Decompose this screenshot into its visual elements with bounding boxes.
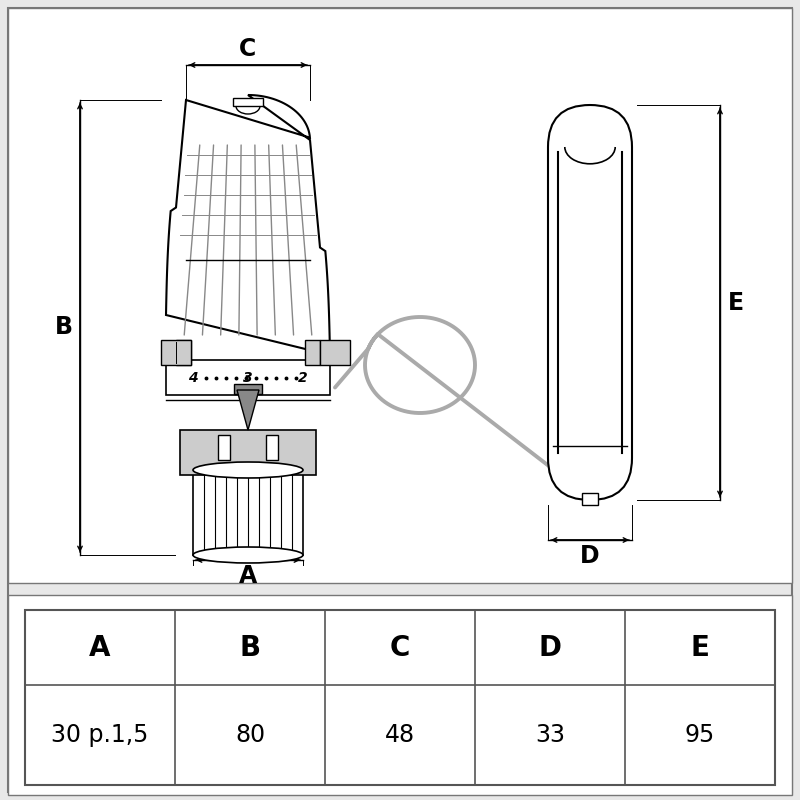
Bar [582, 493, 598, 505]
Text: C: C [390, 634, 410, 662]
Text: 80: 80 [235, 723, 265, 747]
Text: D: D [538, 634, 562, 662]
Text: 30 p.1,5: 30 p.1,5 [51, 723, 149, 747]
Polygon shape [237, 390, 259, 430]
Text: E: E [690, 634, 710, 662]
Text: 95: 95 [685, 723, 715, 747]
Text: D: D [580, 544, 600, 568]
Text: 2: 2 [298, 370, 308, 385]
Text: E: E [728, 290, 744, 314]
Bar [176, 340, 191, 365]
Bar [233, 98, 263, 106]
FancyBboxPatch shape [548, 105, 632, 500]
Text: B: B [239, 634, 261, 662]
Bar [180, 430, 316, 475]
Text: 48: 48 [385, 723, 415, 747]
Text: A: A [90, 634, 110, 662]
Text: B: B [55, 315, 73, 339]
Text: C: C [239, 37, 257, 61]
Text: A: A [239, 564, 257, 588]
Bar [193, 470, 303, 555]
Bar [218, 435, 230, 460]
Bar [320, 340, 350, 365]
Bar [8, 8, 792, 583]
Text: 33: 33 [535, 723, 565, 747]
Text: 4: 4 [188, 370, 198, 385]
Bar [234, 384, 262, 394]
Polygon shape [166, 95, 330, 355]
Bar [25, 610, 775, 785]
Ellipse shape [193, 547, 303, 563]
Bar [305, 340, 320, 365]
Ellipse shape [193, 462, 303, 478]
Bar [166, 360, 330, 395]
Bar [8, 595, 792, 795]
Text: 3: 3 [243, 370, 253, 385]
Bar [266, 435, 278, 460]
Bar [161, 340, 191, 365]
